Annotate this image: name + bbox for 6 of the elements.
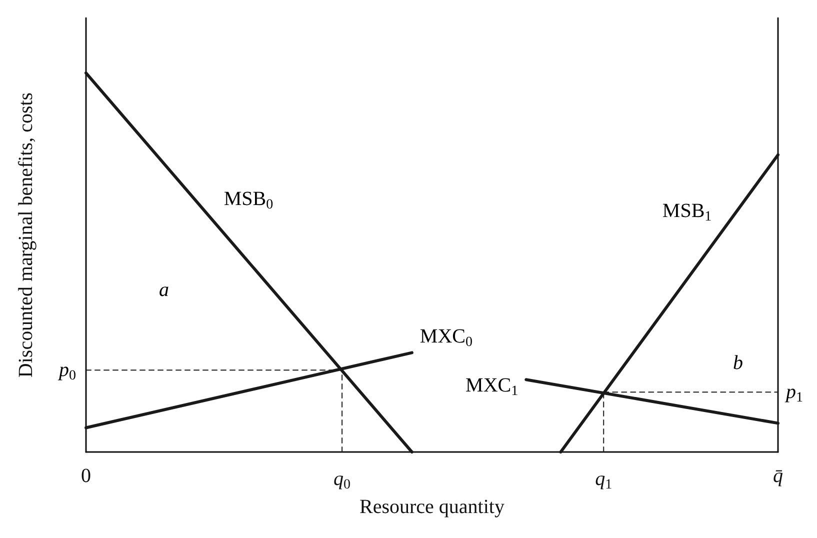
- annotation: a: [159, 279, 169, 301]
- x-axis-title: Resource quantity: [360, 496, 504, 518]
- x-tick-label: 0: [81, 465, 91, 487]
- annotation: b: [733, 352, 743, 374]
- y-axis-title: Discounted marginal benefits, costs: [15, 92, 37, 378]
- x-tick-label: q̄: [773, 465, 783, 487]
